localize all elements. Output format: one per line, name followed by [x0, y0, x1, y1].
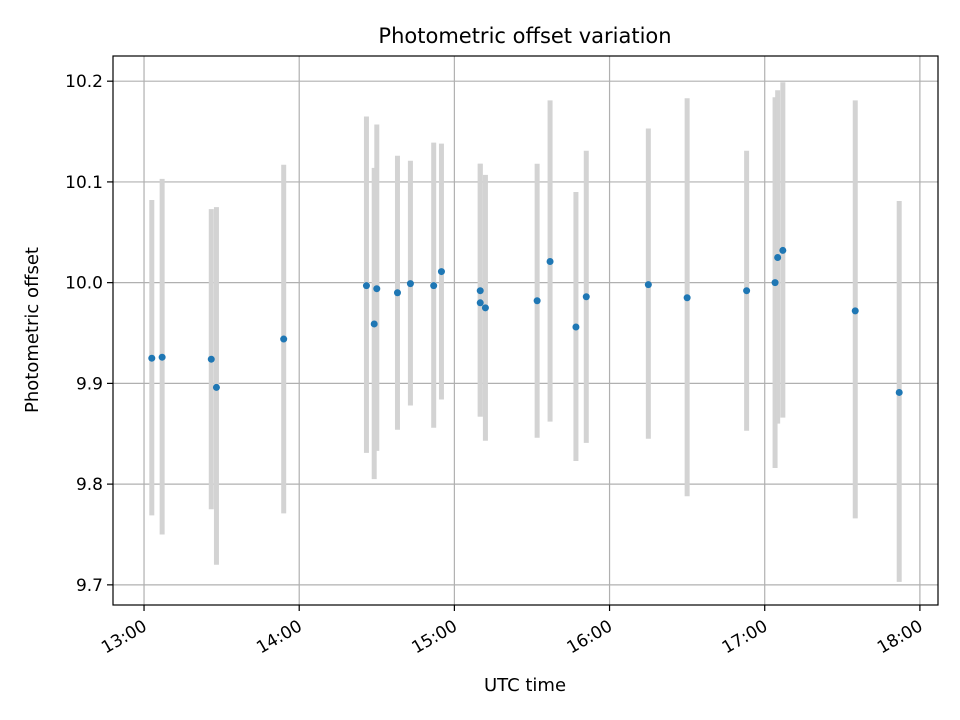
data-point	[476, 299, 484, 307]
data-point	[430, 282, 438, 290]
x-tick-label: 13:00	[98, 616, 150, 658]
y-axis-ticks: 9.7 9.8 9.9 10.0 10.1 10.2	[65, 72, 113, 596]
data-point	[481, 304, 489, 312]
data-point	[779, 246, 787, 254]
data-point	[546, 257, 554, 265]
data-point	[362, 282, 370, 290]
plot-frame	[112, 55, 939, 606]
data-point	[212, 383, 220, 391]
data-point	[406, 280, 414, 288]
data-point	[393, 289, 401, 297]
data-point	[533, 297, 541, 305]
y-tick-label: 10.1	[65, 173, 103, 193]
x-tick-label: 17:00	[719, 616, 771, 658]
data-point	[582, 293, 590, 301]
y-tick-label: 10.2	[65, 72, 103, 92]
data-point	[572, 323, 580, 331]
data-point	[158, 353, 166, 361]
data-point	[683, 294, 691, 302]
x-tick-label: 14:00	[253, 616, 305, 658]
x-axis-label: UTC time	[484, 675, 566, 696]
y-tick-label: 9.7	[76, 576, 103, 596]
error-bars	[149, 82, 902, 582]
data-point	[370, 320, 378, 328]
x-tick-label: 18:00	[874, 616, 926, 658]
data-points	[148, 246, 903, 396]
data-point	[280, 335, 288, 343]
grid-lines	[113, 56, 938, 605]
data-point	[476, 287, 484, 295]
data-point	[373, 285, 381, 293]
data-point	[437, 268, 445, 276]
y-tick-label: 9.8	[76, 475, 103, 495]
x-axis-ticks: 13:00 14:00 15:00 16:00 17:00 18:00	[98, 605, 926, 658]
data-point	[895, 388, 903, 396]
x-tick-label: 15:00	[408, 616, 460, 658]
data-point	[774, 253, 782, 261]
y-tick-label: 10.0	[65, 274, 103, 294]
data-point	[851, 307, 859, 315]
data-point	[644, 281, 652, 289]
x-tick-label: 16:00	[564, 616, 616, 658]
data-point	[148, 354, 156, 362]
y-tick-label: 9.9	[76, 374, 103, 394]
chart-title: Photometric offset variation	[378, 24, 671, 48]
data-point	[207, 355, 215, 363]
data-point	[743, 287, 751, 295]
data-point	[771, 279, 779, 287]
y-axis-label: Photometric offset	[22, 247, 43, 413]
